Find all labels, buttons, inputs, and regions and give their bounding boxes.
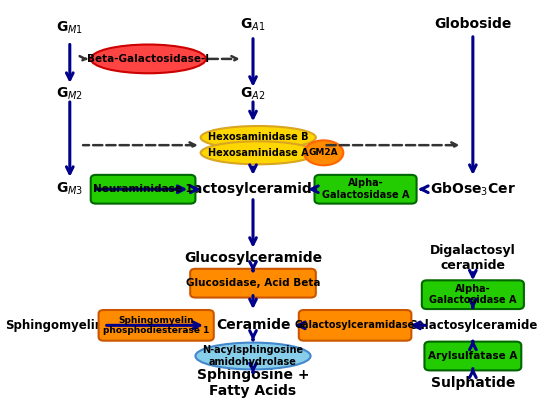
- Text: Hexosaminidase B: Hexosaminidase B: [208, 133, 309, 142]
- FancyBboxPatch shape: [190, 269, 316, 297]
- FancyBboxPatch shape: [425, 342, 521, 370]
- Text: G$_{A2}$: G$_{A2}$: [240, 85, 266, 102]
- Text: G$_{M1}$: G$_{M1}$: [56, 20, 83, 36]
- Ellipse shape: [201, 141, 316, 164]
- Text: G$_{A1}$: G$_{A1}$: [240, 16, 266, 33]
- Text: Ceramide: Ceramide: [216, 318, 290, 332]
- Text: Alpha-
Galactosidase A: Alpha- Galactosidase A: [429, 284, 517, 306]
- Text: Glucosylceramide: Glucosylceramide: [184, 251, 322, 265]
- FancyBboxPatch shape: [422, 280, 524, 309]
- Text: Alpha-
Galactosidase A: Alpha- Galactosidase A: [322, 178, 410, 200]
- Text: Neuraminidase 1: Neuraminidase 1: [93, 184, 193, 194]
- Text: G$_{M3}$: G$_{M3}$: [56, 181, 84, 197]
- Text: Beta-Galactosidase-I: Beta-Galactosidase-I: [87, 54, 209, 64]
- Text: Sphingomyelin: Sphingomyelin: [5, 319, 103, 332]
- Text: Sphingomyelin
phosphodiesterase 1: Sphingomyelin phosphodiesterase 1: [103, 316, 209, 335]
- Text: Digalactosyl
ceramide: Digalactosyl ceramide: [430, 244, 516, 272]
- Text: GbOse$_3$Cer: GbOse$_3$Cer: [430, 180, 516, 198]
- FancyBboxPatch shape: [91, 175, 195, 204]
- FancyBboxPatch shape: [99, 310, 214, 341]
- Ellipse shape: [195, 343, 311, 370]
- Ellipse shape: [201, 126, 316, 149]
- Ellipse shape: [91, 45, 206, 73]
- Text: Sulphatide: Sulphatide: [431, 376, 515, 390]
- Text: Hexosaminidase A: Hexosaminidase A: [208, 148, 309, 158]
- Text: Sphingosine +
Fatty Acids: Sphingosine + Fatty Acids: [197, 368, 309, 398]
- Text: Arylsulfatase A: Arylsulfatase A: [428, 351, 518, 361]
- Text: Galactosylceramidase: Galactosylceramidase: [295, 320, 415, 330]
- FancyBboxPatch shape: [299, 310, 411, 341]
- Ellipse shape: [304, 140, 343, 165]
- Text: G$_{M2}$: G$_{M2}$: [56, 85, 83, 102]
- Text: N-acylsphingosine
amidohydrolase: N-acylsphingosine amidohydrolase: [203, 345, 304, 367]
- Text: GM2A: GM2A: [309, 148, 339, 157]
- Text: Lactosylceramide: Lactosylceramide: [184, 182, 321, 196]
- Text: Glucosidase, Acid Beta: Glucosidase, Acid Beta: [186, 278, 320, 288]
- FancyBboxPatch shape: [315, 175, 417, 204]
- Text: Globoside: Globoside: [434, 17, 512, 31]
- Text: Galactosylceramide: Galactosylceramide: [408, 319, 538, 332]
